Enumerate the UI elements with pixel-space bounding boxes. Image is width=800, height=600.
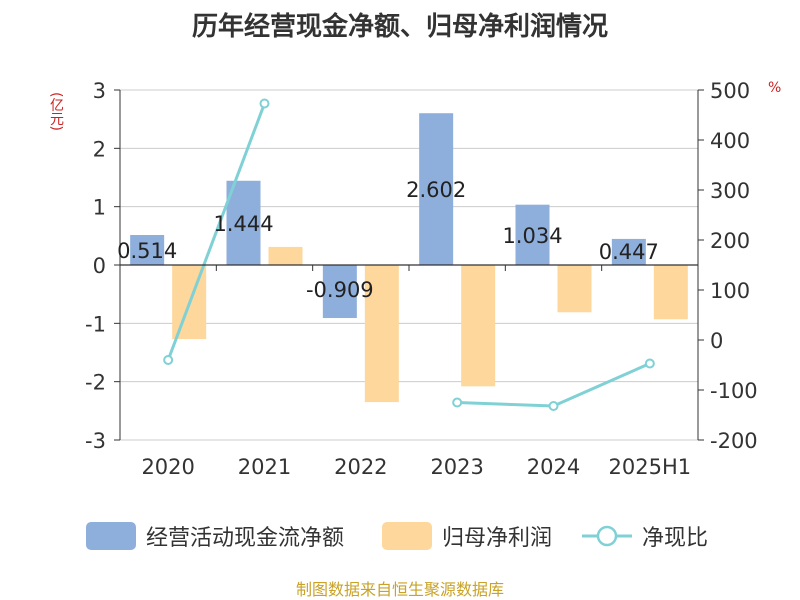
- bar-data-label: 0.514: [117, 239, 177, 263]
- x-axis-tick-label: 2022: [334, 455, 387, 479]
- right-axis-tick-label: 100: [710, 279, 750, 303]
- legend-item-cashflow[interactable]: 经营活动现金流净额: [86, 518, 344, 554]
- bar-data-label: 1.034: [502, 224, 562, 248]
- left-axis-tick-label: -2: [85, 371, 106, 395]
- legend-swatch-cashflow: [86, 522, 136, 550]
- legend-label-ratio: 净现比: [642, 526, 709, 551]
- data-source: 制图数据来自恒生聚源数据库: [295, 580, 504, 599]
- bar-cashflow: [515, 204, 550, 265]
- ratio-point: [548, 401, 559, 411]
- right-axis-tick-label: -100: [710, 379, 758, 403]
- ratio-point: [163, 355, 174, 365]
- bar-data-label: 2.602: [406, 178, 466, 202]
- bar-data-label: 0.447: [599, 240, 659, 264]
- bar-cashflow: [226, 180, 261, 265]
- bar-netprofit: [557, 265, 592, 313]
- left-axis-tick-label: -1: [85, 312, 106, 336]
- left-axis-tick-label: 3: [93, 79, 106, 103]
- bar-data-label: -0.909: [306, 278, 374, 302]
- bar-cashflow: [322, 265, 357, 319]
- left-axis-unit: (亿元): [48, 92, 64, 131]
- x-axis-tick-label: 2020: [141, 455, 194, 479]
- left-axis-tick-label: 1: [93, 196, 106, 220]
- right-axis-tick-label: -200: [710, 429, 758, 453]
- legend-label-cashflow: 经营活动现金流净额: [146, 526, 345, 551]
- right-axis-tick-label: 500: [710, 79, 750, 103]
- x-axis-tick-label: 2021: [238, 455, 291, 479]
- right-axis-tick-label: 200: [710, 229, 750, 253]
- bar-netprofit: [461, 265, 496, 387]
- legend-swatch-netprofit: [382, 522, 432, 550]
- right-axis-tick-label: 400: [710, 129, 750, 153]
- legend-label-netprofit: 归母净利润: [442, 526, 553, 551]
- ratio-point: [644, 358, 655, 369]
- combo-chart: 3 2 1 0 -1 -2 -3 500 400 300 200 100 0 -100 -200 2020 20…: [85, 79, 758, 479]
- chart-title: 历年经营现金净额、归母净利润情况: [191, 12, 608, 42]
- bar-cashflow: [611, 238, 646, 265]
- bar-cashflow: [130, 235, 165, 265]
- left-axis-tick-label: 2: [93, 137, 106, 161]
- x-axis-tick-label: 2025H1: [609, 455, 692, 479]
- legend-swatch-ratio: [582, 525, 632, 547]
- right-axis-unit: %: [768, 80, 782, 96]
- left-axis-tick-label: -3: [85, 429, 106, 453]
- legend-item-netprofit[interactable]: 归母净利润: [382, 518, 552, 554]
- bar-netprofit: [268, 246, 303, 265]
- bar-netprofit: [364, 265, 399, 403]
- right-axis-tick-label: 0: [710, 329, 723, 353]
- legend-item-ratio[interactable]: 净现比: [582, 518, 708, 554]
- x-axis-tick-label: 2024: [527, 455, 580, 479]
- ratio-line: [166, 102, 266, 361]
- right-axis-tick-label: 300: [710, 179, 750, 203]
- ratio-point: [452, 397, 463, 408]
- bar-cashflow: [419, 113, 454, 265]
- legend: 经营活动现金流净额 归母净利润 净现比: [0, 518, 800, 554]
- bar-netprofit: [653, 265, 688, 320]
- left-axis-tick-label: 0: [93, 254, 106, 278]
- x-axis-tick-label: 2023: [430, 455, 483, 479]
- ratio-point: [259, 98, 270, 109]
- bar-data-label: 1.444: [213, 212, 273, 236]
